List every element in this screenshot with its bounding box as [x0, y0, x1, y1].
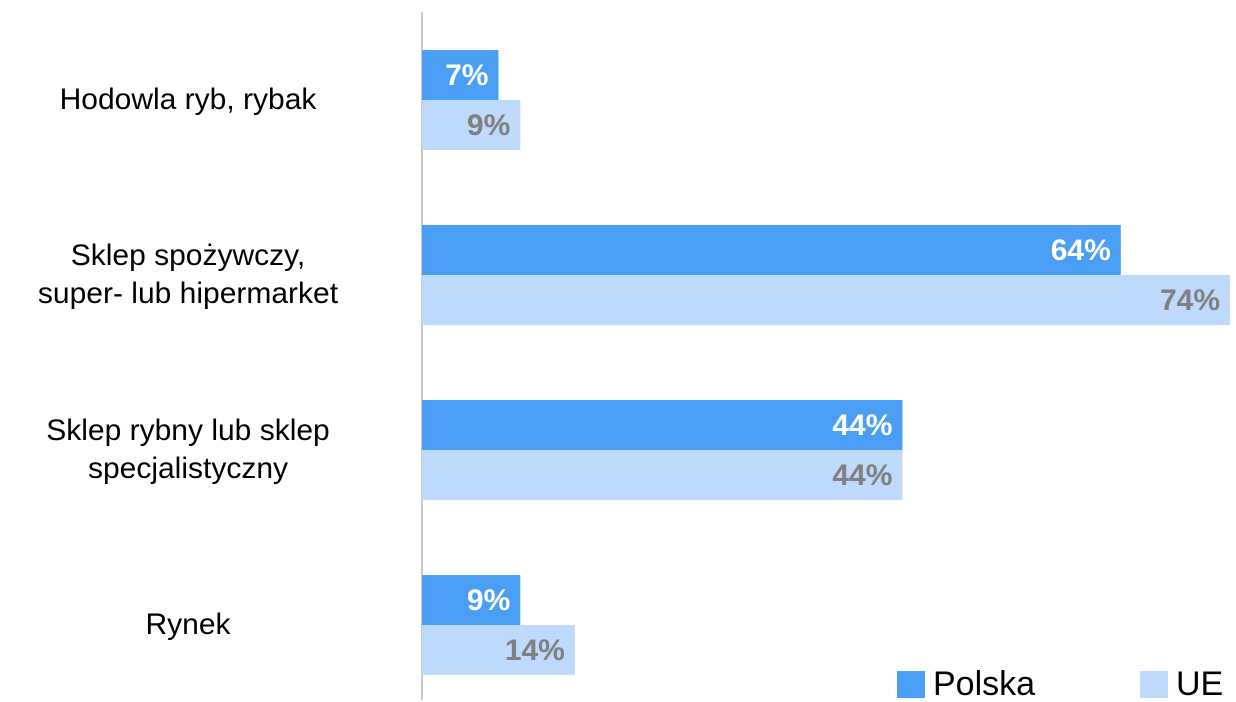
value-label: 7% — [445, 59, 488, 92]
bar — [422, 575, 521, 625]
bar — [422, 275, 1230, 325]
bar — [422, 450, 903, 500]
bar — [422, 225, 1121, 275]
value-label: 14% — [505, 634, 565, 667]
bar — [422, 625, 575, 675]
value-label: 9% — [467, 584, 510, 617]
value-label: 74% — [1160, 284, 1220, 317]
value-label: 44% — [832, 459, 892, 492]
legend-swatch — [1140, 671, 1168, 698]
bar — [422, 400, 903, 450]
legend-swatch — [897, 671, 925, 698]
value-label: 9% — [467, 109, 510, 142]
category-label: Rynek — [145, 608, 231, 641]
category-label: Sklep spożywczy, super- lub hipermarket — [37, 239, 339, 310]
value-label: 44% — [832, 409, 892, 442]
bar — [422, 50, 499, 100]
legend-label: Polska — [933, 665, 1035, 702]
category-label: Sklep rybny lub sklep specjalistyczny — [46, 414, 330, 485]
category-label: Hodowla ryb, rybak — [59, 83, 317, 116]
value-label: 64% — [1051, 234, 1111, 267]
bar — [422, 100, 521, 150]
legend-label: UE — [1176, 665, 1223, 702]
